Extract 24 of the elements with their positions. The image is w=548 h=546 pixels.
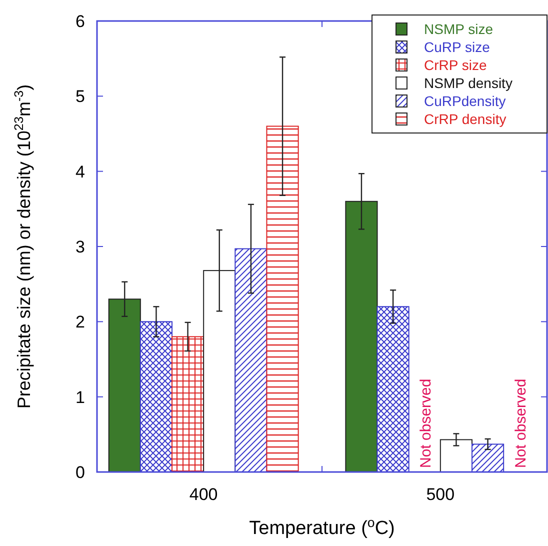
bar <box>376 306 410 472</box>
y-tick-label: 2 <box>76 312 85 332</box>
x-tick-label: 400 <box>189 485 218 504</box>
x-axis-title: Temperature ($^{o}$C) <box>249 514 395 539</box>
legend-label: CrRP density <box>424 110 506 127</box>
y-tick-label: 0 <box>76 462 85 482</box>
bar <box>234 248 268 472</box>
x-tick-label: 500 <box>426 485 455 504</box>
bar <box>266 126 299 472</box>
annotation: Not observed <box>418 378 435 468</box>
legend-label: NSMP density <box>424 74 512 91</box>
annotation: Not observed <box>512 378 530 468</box>
bar <box>472 444 504 472</box>
legend-label: CuRPdensity <box>424 92 506 109</box>
y-tick-label: 6 <box>76 12 85 31</box>
y-tick-label: 5 <box>76 87 85 106</box>
legend-label: NSMP size <box>424 20 494 37</box>
legend-label: CrRP size <box>424 56 487 73</box>
y-tick-label: 1 <box>76 388 85 407</box>
y-tick-label: 4 <box>76 162 85 182</box>
y-tick-label: 3 <box>76 237 85 256</box>
bar <box>140 321 172 472</box>
bar <box>172 336 204 472</box>
legend-label: CuRP size <box>424 38 490 55</box>
